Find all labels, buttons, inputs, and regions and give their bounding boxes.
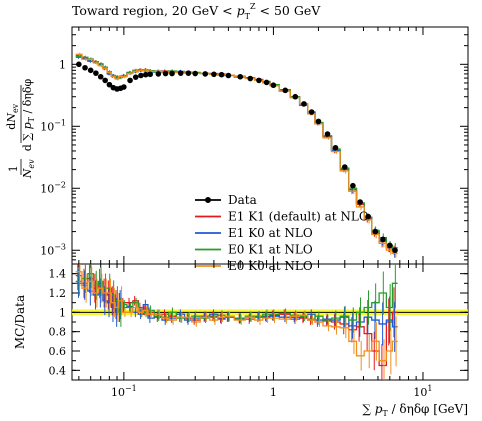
legend-marker [205,197,211,203]
data-point [102,77,108,84]
data-point [386,242,393,249]
data-point [332,144,339,151]
main-series-line [75,53,398,254]
data-point [155,71,162,77]
chart-title: Toward region, 20 GeV < pTZ < 50 GeV [72,2,321,21]
legend-label: E0 K0 at NLO [228,259,313,273]
main-y-tick-label: 10−2 [40,180,66,195]
ratio-panel: 0.4 0.6 0.8 1 1.2 1.4 10−1 1 101 [49,263,469,399]
data-point [365,213,371,220]
ratio-y-tick-label: 1 [59,306,66,319]
main-y-label: 1 Nev dNev d ∑ pT / δηδφ [5,78,36,179]
data-point [185,70,192,76]
data-point [357,199,363,205]
ratio-y-label: MC/Data [13,295,27,349]
ratio-x-tick-label: 1 [270,386,277,399]
data-point [270,82,277,89]
data-point [82,64,88,71]
ratio-series [75,264,398,380]
data-point [392,247,398,254]
data-point [142,71,149,78]
data-point [237,73,244,80]
legend-label: E0 K1 at NLO [228,243,313,257]
ratio-ticks: 0.4 0.6 0.8 1 1.2 1.4 10−1 1 101 [49,263,469,399]
main-y-tick-label: 10−3 [40,242,66,257]
data-point [177,70,184,76]
data-point [380,236,386,243]
data-point [225,72,232,79]
ratio-x-tick-label: 10−1 [111,384,137,399]
main-series [75,52,398,258]
data-point [315,118,322,125]
legend-label: Data [228,193,257,207]
data-point [247,75,254,82]
data-point [162,70,169,77]
data-point [263,79,270,86]
data-point [324,131,331,137]
legend-label: E1 K1 (default) at NLO [228,210,369,224]
data-point [76,61,82,68]
data-point [132,74,139,80]
data-point [147,71,154,78]
data-point [372,228,379,235]
chart-legend: Data E1 K1 (default) at NLO E1 K0 at NLO E0… [195,193,369,273]
data-point [341,164,348,170]
data-point [202,71,209,77]
legend-label: E1 K0 at NLO [228,226,313,240]
ratio-y-tick-label: 1.4 [49,268,67,281]
data-point [106,81,113,88]
data-point [301,101,307,107]
ratio-x-tick-label: 101 [413,384,432,399]
data-point [256,77,262,84]
data-point [97,73,104,80]
data-point [192,70,199,77]
data-point [350,182,356,189]
data-point [93,70,99,76]
x-axis-label: ∑ pT / δηδφ [GeV] [362,402,468,418]
main-y-tick-label: 10−1 [40,118,66,133]
data-point [121,84,127,90]
ratio-y-tick-label: 0.8 [49,326,67,339]
data-point [308,109,315,115]
main-y-tick-label: 1 [59,58,66,71]
data-point [87,67,94,74]
ratio-y-tick-label: 0.6 [49,345,67,358]
ratio-y-tick-label: 0.4 [49,364,67,377]
data-point [282,87,289,94]
data-point [138,72,144,79]
ratio-panel-frame [71,263,469,381]
data-point [218,71,225,78]
data-point [211,71,217,78]
data-point [127,77,133,84]
ratio-y-tick-label: 1.2 [49,287,67,300]
data-point [292,93,299,100]
data-point [169,70,175,77]
